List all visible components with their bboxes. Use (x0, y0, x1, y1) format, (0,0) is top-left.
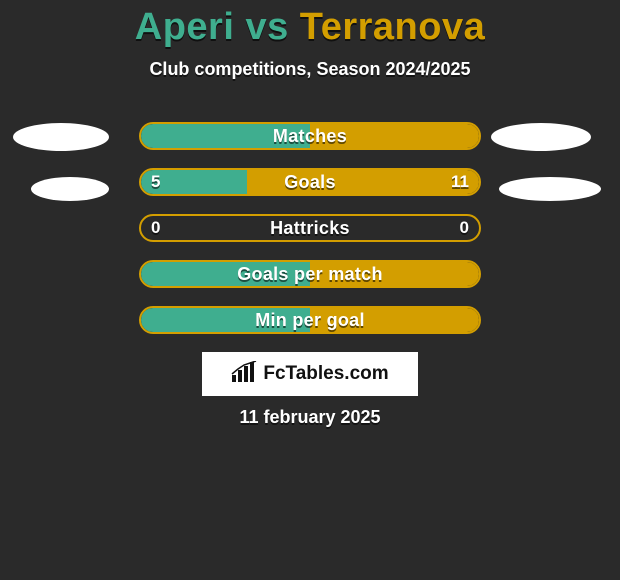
stat-bar: Matches (139, 122, 481, 150)
page-title: Aperi vs Terranova (0, 0, 620, 49)
generated-date: 11 february 2025 (0, 407, 620, 428)
brand-link[interactable]: FcTables.com (202, 352, 418, 396)
stats-column: Matches Goals5 11 Hattricks0 0 Goals per matc… (139, 122, 481, 352)
player-left-name: Aperi (135, 6, 235, 48)
stat-label: Goals per match (141, 262, 479, 286)
player-right-photo-placeholder-shadow (499, 177, 601, 201)
stat-bar: Goals per match (139, 260, 481, 288)
stat-bar: Goals5 11 (139, 168, 481, 196)
bar-chart-icon (231, 361, 257, 388)
subtitle: Club competitions, Season 2024/2025 (0, 59, 620, 80)
stat-label: Matches (141, 124, 479, 148)
stat-value-right: 0 (460, 216, 469, 240)
stat-value-right: 11 (451, 170, 469, 194)
brand-text: FcTables.com (263, 363, 388, 385)
vs-connector: vs (245, 6, 288, 48)
stat-value-left: 0 (151, 216, 160, 240)
player-left-photo-placeholder-shadow (31, 177, 109, 201)
h2h-infographic-card: Aperi vs Terranova Club competitions, Se… (0, 0, 620, 580)
stat-bar: Min per goal (139, 306, 481, 334)
stat-label: Min per goal (141, 308, 479, 332)
stat-label: Hattricks (141, 216, 479, 240)
player-left-photo-placeholder (13, 123, 109, 151)
player-right-photo-placeholder (491, 123, 591, 151)
stat-value-left: 5 (151, 170, 160, 194)
stat-label: Goals (141, 170, 479, 194)
player-right-name: Terranova (300, 6, 485, 48)
stat-bar: Hattricks0 0 (139, 214, 481, 242)
